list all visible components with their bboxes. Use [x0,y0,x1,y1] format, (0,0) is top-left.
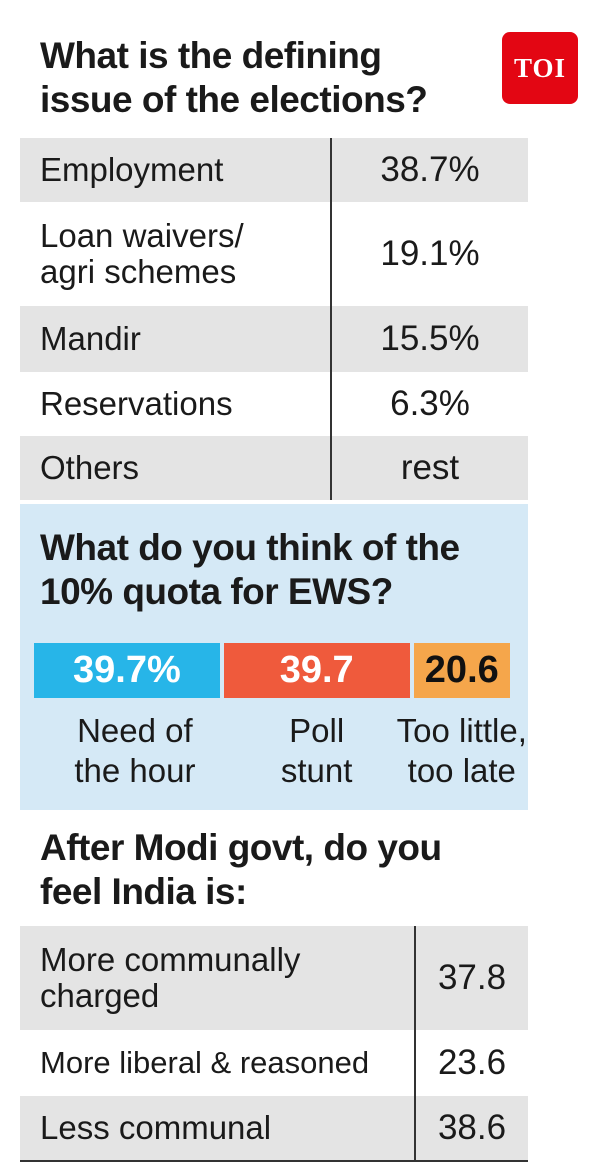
table-row: Reservations 6.3% [20,372,528,436]
row-label: More liberal & reasoned [40,1045,370,1080]
row-value: 38.7% [380,150,480,189]
row-label: Less communal [40,1109,272,1146]
table-row: More liberal & reasoned 23.6 [20,1030,528,1096]
bar-segment-too-little-too-late: 20.6 [413,643,510,698]
row-label: Loan waivers/ agri schemes [40,217,244,290]
row-value: rest [400,448,460,487]
bar-segment-need-of-the-hour: 39.7% [34,643,220,698]
segment-category-label: Too little, too late [396,712,527,789]
segment-value-label: 39.7% [73,649,181,691]
bar-segment-poll-stunt: 39.7 [223,643,410,698]
india-sentiment-table: More communally charged 37.8 More libera… [20,926,528,1162]
title-defining-issue: What is the defining issue of the electi… [40,35,428,120]
table-row: Employment 38.7% [20,138,528,202]
table-row: More communally charged 37.8 [20,926,528,1030]
table-row: Less communal 38.6 [20,1096,528,1160]
bottom-rule [20,1160,528,1162]
column-divider [330,138,332,500]
toi-logo: TOI [502,32,578,104]
segment-value-label: 20.6 [424,649,499,691]
segment-value-label: 39.7 [279,649,354,691]
table-row: Loan waivers/ agri schemes 19.1% [20,202,528,306]
column-divider [414,926,416,1162]
row-label: Employment [40,151,224,188]
row-value: 15.5% [380,319,480,358]
row-value: 23.6 [437,1043,507,1082]
row-label: Mandir [40,320,141,357]
row-value: 19.1% [380,234,480,273]
title-india-after-modi: After Modi govt, do you feel India is: [40,827,442,912]
title-ews-quota: What do you think of the 10% quota for E… [40,527,460,612]
row-value: 38.6 [437,1108,507,1147]
row-label: More communally charged [40,941,301,1014]
defining-issue-table: Employment 38.7% Loan waivers/ agri sche… [20,138,528,500]
row-label: Reservations [40,385,233,422]
segment-category-label: Need of the hour [74,712,196,789]
row-label: Others [40,449,140,486]
table-row: Mandir 15.5% [20,306,528,372]
row-value: 6.3% [390,384,470,423]
table-row: Others rest [20,436,528,500]
ews-stacked-bar: 39.7% 39.7 20.6 [34,643,510,698]
row-value: 37.8 [437,958,507,997]
segment-category-label: Poll stunt [280,712,353,789]
